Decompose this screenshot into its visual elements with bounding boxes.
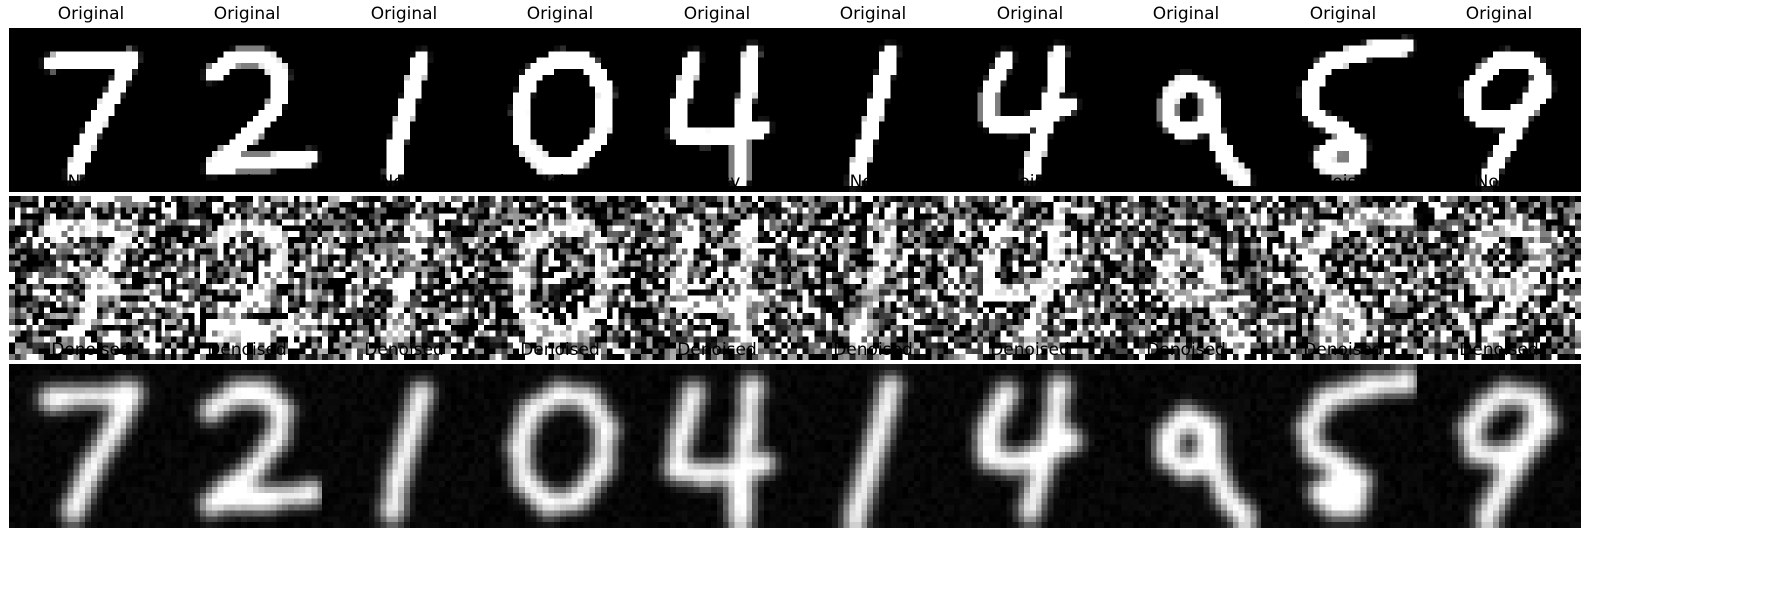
- denoised-title: Denoised: [520, 340, 600, 360]
- original-title: Original: [526, 4, 594, 24]
- original-title: Original: [57, 4, 125, 24]
- noisy-digit-image: [1417, 196, 1581, 360]
- original-title: Original: [1152, 4, 1220, 24]
- noisy-title: Noisy: [380, 172, 428, 192]
- original-title: Original: [370, 4, 438, 24]
- noisy-title: Noisy: [223, 172, 271, 192]
- denoised-digit-image: [1417, 364, 1581, 528]
- denoised-digit-image: [635, 364, 799, 528]
- denoised-title: Denoised: [1459, 340, 1539, 360]
- original-digit-image: [478, 28, 642, 192]
- denoised-digit-image: [478, 364, 642, 528]
- denoised-title: Denoised: [677, 340, 757, 360]
- original-digit-image: [1104, 28, 1268, 192]
- denoised-digit-image: [948, 364, 1112, 528]
- noisy-digit-image: [165, 196, 329, 360]
- original-digit-image: [635, 28, 799, 192]
- denoised-digit-image: [9, 364, 173, 528]
- denoised-title: Denoised: [833, 340, 913, 360]
- noisy-title: Noisy: [67, 172, 115, 192]
- denoised-digit-image: [165, 364, 329, 528]
- original-digit-image: [948, 28, 1112, 192]
- original-digit-image: [1261, 28, 1425, 192]
- denoised-title: Denoised: [51, 340, 131, 360]
- noisy-digit-image: [478, 196, 642, 360]
- original-title: Original: [839, 4, 907, 24]
- noisy-digit-image: [9, 196, 173, 360]
- noisy-digit-image: [1261, 196, 1425, 360]
- original-title: Original: [996, 4, 1064, 24]
- noisy-title: Noisy: [536, 172, 584, 192]
- original-digit-image: [1417, 28, 1581, 192]
- noisy-title: Noisy: [693, 172, 741, 192]
- noisy-digit-image: [948, 196, 1112, 360]
- denoised-digit-image: [1104, 364, 1268, 528]
- denoised-title: Denoised: [1146, 340, 1226, 360]
- original-digit-image: [791, 28, 955, 192]
- denoised-title: Denoised: [1303, 340, 1383, 360]
- noisy-title: Noisy: [1475, 172, 1523, 192]
- denoised-title: Denoised: [364, 340, 444, 360]
- original-title: Original: [213, 4, 281, 24]
- noisy-title: Noisy: [1006, 172, 1054, 192]
- noisy-digit-image: [791, 196, 955, 360]
- original-digit-image: [165, 28, 329, 192]
- original-digit-image: [322, 28, 486, 192]
- noisy-title: Noisy: [1162, 172, 1210, 192]
- denoised-digit-image: [322, 364, 486, 528]
- noisy-digit-image: [635, 196, 799, 360]
- denoised-title: Denoised: [990, 340, 1070, 360]
- original-title: Original: [1309, 4, 1377, 24]
- noisy-title: Noisy: [1319, 172, 1367, 192]
- denoised-digit-image: [1261, 364, 1425, 528]
- denoised-digit-image: [791, 364, 955, 528]
- noisy-digit-image: [1104, 196, 1268, 360]
- noisy-digit-image: [322, 196, 486, 360]
- original-digit-image: [9, 28, 173, 192]
- original-title: Original: [1465, 4, 1533, 24]
- denoised-title: Denoised: [207, 340, 287, 360]
- noisy-title: Noisy: [849, 172, 897, 192]
- original-title: Original: [683, 4, 751, 24]
